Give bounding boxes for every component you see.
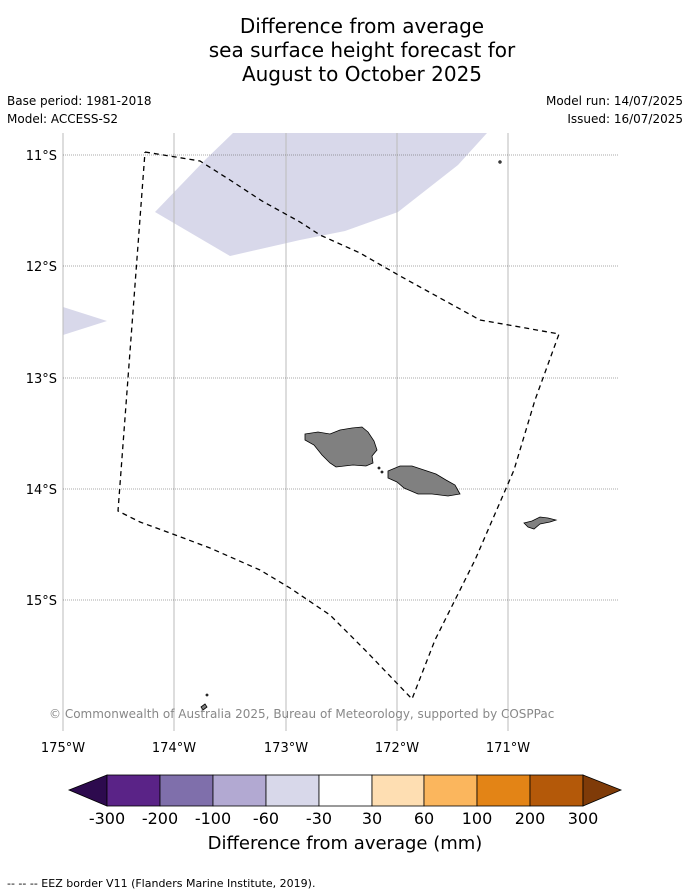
colorbar — [67, 774, 623, 807]
base-period-text: Base period: 1981-2018 — [7, 94, 152, 108]
lon-label: 172°W — [375, 741, 419, 756]
colorbar-title: Difference from average (mm) — [207, 833, 483, 854]
lon-label: 175°W — [41, 741, 85, 756]
colorbar-min-arrow — [67, 774, 108, 807]
colorbar-label: 300 — [568, 809, 599, 828]
land — [200, 160, 558, 711]
model-run-text: Model run: 14/07/2025 — [545, 94, 683, 108]
colorbar-label: -300 — [89, 809, 125, 828]
title-line-3: August to October 2025 — [241, 62, 483, 86]
lat-label: 15°S — [26, 594, 57, 609]
colorbar-label: -100 — [195, 809, 231, 828]
anomaly-shading — [63, 133, 487, 335]
lat-label: 13°S — [26, 372, 57, 387]
colorbar-segment — [529, 774, 584, 807]
colorbar-segment — [318, 774, 373, 807]
southwest-islet — [200, 703, 208, 711]
model-text: Model: ACCESS-S2 — [7, 112, 119, 126]
eez-border — [117, 151, 560, 701]
lat-label: 12°S — [26, 260, 57, 275]
colorbar-segment — [106, 774, 161, 807]
colorbar-label: -30 — [306, 809, 332, 828]
islet — [205, 693, 209, 697]
longitude-labels: 175°W 174°W 173°W 172°W 171°W — [41, 741, 530, 756]
islet — [377, 466, 381, 470]
anomaly-region-north — [155, 133, 487, 256]
tutuila-island — [523, 516, 558, 530]
lon-label: 174°W — [152, 741, 196, 756]
colorbar-segment — [265, 774, 320, 807]
lon-label: 173°W — [264, 741, 308, 756]
map-title: Difference from average sea surface heig… — [0, 14, 690, 86]
copyright-notice: © Commonwealth of Australia 2025, Bureau… — [49, 707, 555, 721]
lon-label: 171°W — [486, 741, 530, 756]
latitude-labels: 11°S 12°S 13°S 14°S 15°S — [26, 149, 57, 609]
colorbar-segment — [476, 774, 531, 807]
islet — [498, 160, 502, 164]
lat-label: 14°S — [26, 483, 57, 498]
lat-label: 11°S — [26, 149, 57, 164]
colorbar-label: 30 — [362, 809, 382, 828]
colorbar-label: 200 — [515, 809, 546, 828]
colorbar-label: 100 — [462, 809, 493, 828]
islet — [380, 470, 384, 474]
colorbar-segment — [212, 774, 267, 807]
eez-legend-text: -- -- -- EEZ border V11 (Flanders Marine… — [7, 877, 316, 890]
colorbar-label: 60 — [414, 809, 434, 828]
colorbar-segment — [423, 774, 478, 807]
colorbar-segment — [159, 774, 214, 807]
colorbar-label: -200 — [142, 809, 178, 828]
colorbar-segment — [371, 774, 425, 807]
colorbar-max-arrow — [582, 774, 623, 807]
upolu-island — [387, 465, 461, 497]
colorbar-label: -60 — [253, 809, 279, 828]
colorbar-labels: -300 -200 -100 -60 -30 30 60 100 200 300 — [89, 809, 598, 828]
anomaly-region-west — [63, 307, 107, 335]
title-line-2: sea surface height forecast for — [208, 38, 516, 62]
gridlines — [62, 133, 619, 731]
savaii-island — [304, 426, 378, 468]
title-line-1: Difference from average — [239, 14, 485, 38]
issued-text: Issued: 16/07/2025 — [567, 112, 683, 126]
